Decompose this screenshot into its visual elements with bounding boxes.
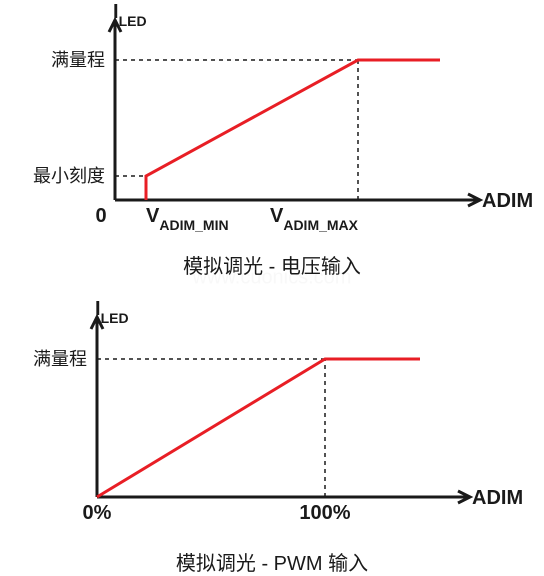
chart2-svg: ILED ADIM 满量程 0% 100%	[0, 297, 544, 557]
svg-text:ILED: ILED	[95, 298, 129, 326]
svg-text:满量程: 满量程	[33, 349, 87, 369]
svg-text:满量程: 满量程	[51, 50, 105, 70]
svg-text:最小刻度: 最小刻度	[33, 166, 105, 186]
svg-text:ILED: ILED	[113, 1, 147, 29]
chart-pwm-input: ILED ADIM 满量程 0% 100% 模拟调光 - PWM 输入	[0, 297, 544, 576]
svg-text:ADIM: ADIM	[472, 487, 523, 509]
chart2-caption: 模拟调光 - PWM 输入	[176, 553, 368, 575]
svg-text:ADIM: ADIM	[482, 190, 533, 212]
svg-text:VADIM_MAX: VADIM_MAX	[270, 205, 359, 233]
chart-voltage-input: ILED ADIM 满量程最小刻度 0 VADIM_MIN VADIM_MAX 模拟调光 …	[0, 0, 544, 279]
svg-text:100%: 100%	[299, 502, 350, 524]
chart1-caption: 模拟调光 - 电压输入	[183, 256, 361, 278]
svg-text:0%: 0%	[83, 502, 112, 524]
chart1-svg: ILED ADIM 满量程最小刻度 0 VADIM_MIN VADIM_MAX	[0, 0, 544, 260]
svg-text:0: 0	[95, 205, 106, 227]
svg-text:VADIM_MIN: VADIM_MIN	[146, 205, 229, 233]
